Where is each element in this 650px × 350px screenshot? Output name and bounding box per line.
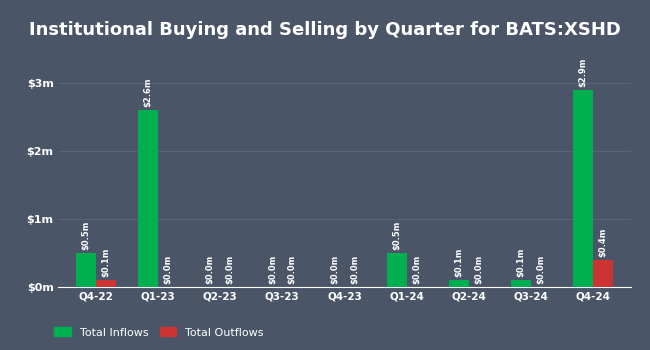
Bar (96, 280, 116, 287)
Text: Institutional Buying and Selling by Quarter for BATS:XSHD: Institutional Buying and Selling by Quar… (29, 21, 621, 39)
Text: $0.1m: $0.1m (101, 248, 111, 278)
Text: $0.1m: $0.1m (517, 248, 526, 278)
Bar (449, 280, 469, 287)
Legend: Total Inflows, Total Outflows: Total Inflows, Total Outflows (51, 324, 267, 341)
Text: $0.5m: $0.5m (81, 221, 90, 250)
Text: $0.0m: $0.0m (163, 255, 172, 284)
Bar (76, 253, 96, 287)
Bar (573, 90, 593, 287)
Text: $0.0m: $0.0m (226, 255, 235, 284)
Text: $2.9m: $2.9m (578, 58, 588, 87)
Bar (387, 253, 407, 287)
Bar (138, 110, 158, 287)
Text: $0.0m: $0.0m (412, 255, 421, 284)
Text: $0.4m: $0.4m (599, 228, 608, 257)
Text: $0.0m: $0.0m (288, 255, 297, 284)
Text: $0.0m: $0.0m (536, 255, 545, 284)
Bar (511, 280, 531, 287)
Text: $2.6m: $2.6m (144, 78, 153, 107)
Text: $0.1m: $0.1m (454, 248, 463, 278)
Text: $0.5m: $0.5m (392, 221, 401, 250)
Bar (593, 260, 613, 287)
Text: $0.0m: $0.0m (205, 255, 214, 284)
Text: $0.0m: $0.0m (350, 255, 359, 284)
Text: $0.0m: $0.0m (330, 255, 339, 284)
Text: $0.0m: $0.0m (268, 255, 277, 284)
Text: $0.0m: $0.0m (474, 255, 484, 284)
